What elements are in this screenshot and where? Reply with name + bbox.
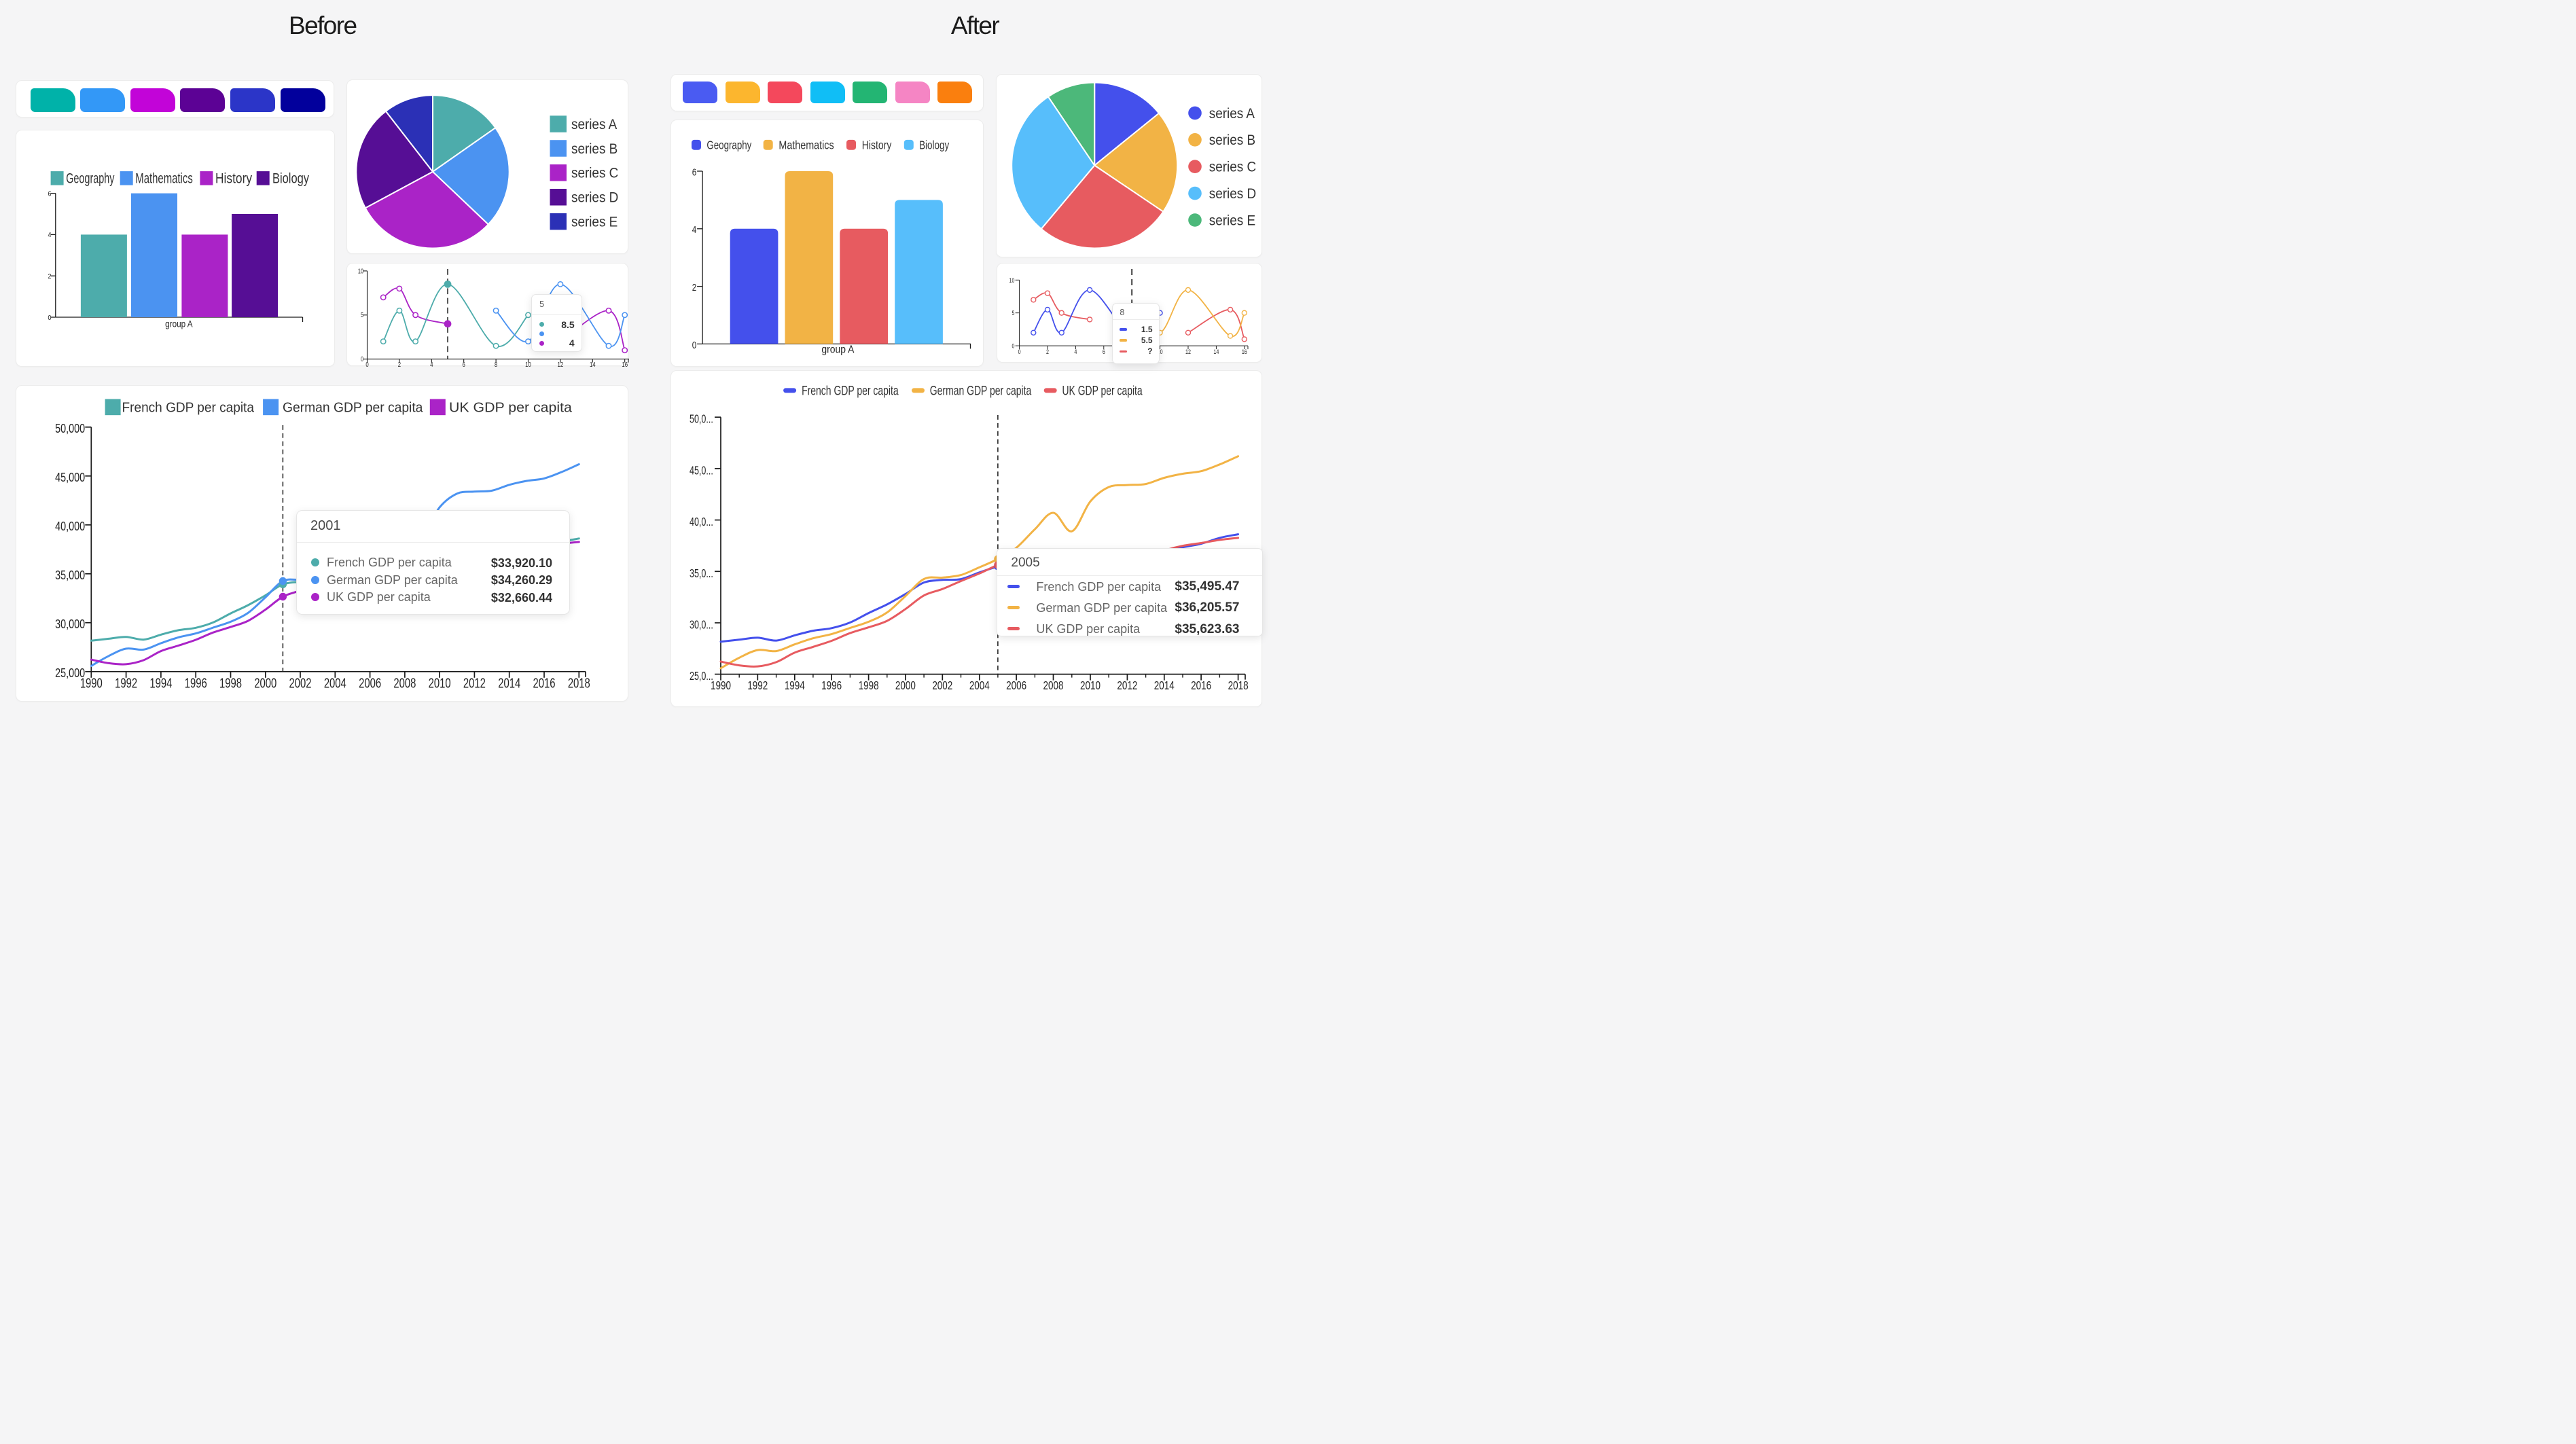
svg-text:2008: 2008: [393, 675, 416, 691]
svg-text:5: 5: [1012, 310, 1014, 317]
svg-text:series E: series E: [571, 215, 618, 230]
svg-text:1996: 1996: [821, 679, 842, 692]
svg-text:1994: 1994: [785, 679, 805, 692]
svg-text:2004: 2004: [324, 675, 346, 691]
svg-text:10: 10: [1009, 276, 1014, 284]
svg-text:Biology: Biology: [919, 139, 949, 152]
svg-text:2: 2: [398, 360, 401, 367]
svg-text:series E: series E: [1209, 213, 1255, 228]
svg-text:History: History: [215, 172, 252, 187]
svg-text:45,000: 45,000: [55, 470, 85, 484]
svg-text:1996: 1996: [185, 675, 207, 691]
svg-text:25,000: 25,000: [55, 666, 85, 680]
svg-text:series C: series C: [1209, 160, 1256, 175]
svg-text:2018: 2018: [568, 675, 590, 691]
svg-text:2000: 2000: [254, 675, 276, 691]
svg-text:35,0...: 35,0...: [690, 566, 713, 580]
svg-text:Mathematics: Mathematics: [135, 171, 192, 187]
svg-text:0: 0: [361, 355, 363, 363]
svg-text:45,0...: 45,0...: [690, 464, 713, 477]
svg-text:2016: 2016: [1191, 679, 1211, 692]
svg-text:6: 6: [48, 190, 52, 198]
svg-text:group A: group A: [821, 344, 854, 355]
svg-text:35,000: 35,000: [55, 568, 85, 582]
svg-text:series C: series C: [571, 166, 618, 181]
svg-text:16: 16: [622, 360, 628, 367]
svg-text:2012: 2012: [463, 675, 486, 691]
svg-text:French GDP per capita: French GDP per capita: [122, 400, 253, 416]
svg-text:Geography: Geography: [706, 139, 751, 152]
svg-text:14: 14: [590, 360, 596, 367]
svg-text:Geography: Geography: [66, 170, 114, 186]
svg-text:group A: group A: [165, 319, 193, 329]
svg-text:UK GDP per capita: UK GDP per capita: [1062, 383, 1143, 398]
svg-text:series B: series B: [1209, 132, 1255, 148]
svg-text:1994: 1994: [149, 675, 172, 691]
svg-text:0: 0: [1012, 342, 1014, 350]
svg-text:series D: series D: [571, 190, 618, 206]
svg-text:16: 16: [1242, 348, 1247, 356]
svg-text:2: 2: [48, 273, 52, 281]
svg-text:History: History: [862, 139, 892, 152]
svg-text:4: 4: [1074, 348, 1077, 356]
svg-text:4: 4: [430, 360, 433, 367]
svg-text:series A: series A: [1209, 106, 1255, 122]
svg-text:4: 4: [48, 232, 52, 240]
svg-text:German GDP per capita: German GDP per capita: [930, 383, 1032, 398]
svg-text:2010: 2010: [1080, 679, 1101, 692]
svg-text:1990: 1990: [711, 679, 731, 692]
svg-text:8: 8: [495, 360, 497, 367]
svg-text:1992: 1992: [747, 679, 768, 692]
svg-text:2000: 2000: [895, 679, 916, 692]
svg-text:6: 6: [692, 166, 696, 178]
svg-text:2014: 2014: [498, 675, 520, 691]
svg-text:1990: 1990: [80, 675, 103, 691]
svg-text:0: 0: [692, 339, 696, 350]
svg-text:Mathematics: Mathematics: [779, 139, 834, 152]
svg-text:2002: 2002: [932, 679, 952, 692]
svg-text:2016: 2016: [533, 675, 555, 691]
svg-text:12: 12: [1185, 348, 1191, 356]
svg-text:2006: 2006: [359, 675, 381, 691]
svg-text:5: 5: [361, 311, 363, 319]
svg-text:2002: 2002: [289, 675, 311, 691]
svg-text:1998: 1998: [219, 675, 242, 691]
svg-text:14: 14: [1213, 348, 1219, 356]
svg-text:6: 6: [463, 360, 465, 367]
svg-text:series D: series D: [1209, 186, 1256, 202]
svg-text:series A: series A: [571, 117, 618, 132]
svg-text:40,0...: 40,0...: [690, 516, 713, 529]
svg-text:10: 10: [1157, 348, 1162, 356]
svg-text:25,0...: 25,0...: [690, 670, 713, 683]
svg-text:0: 0: [48, 314, 52, 323]
svg-text:30,0...: 30,0...: [690, 618, 713, 632]
svg-text:2: 2: [692, 281, 696, 293]
svg-text:40,000: 40,000: [55, 519, 85, 533]
svg-text:UK GDP per capita: UK GDP per capita: [449, 400, 572, 416]
svg-text:series B: series B: [571, 141, 618, 157]
svg-text:1992: 1992: [115, 675, 137, 691]
svg-text:French GDP per capita: French GDP per capita: [802, 383, 899, 398]
svg-text:6: 6: [1103, 348, 1105, 356]
svg-text:2004: 2004: [969, 679, 990, 692]
svg-text:10: 10: [358, 267, 363, 274]
svg-text:10: 10: [525, 360, 531, 367]
svg-text:2014: 2014: [1154, 679, 1175, 692]
svg-text:30,000: 30,000: [55, 617, 85, 631]
svg-text:2018: 2018: [1228, 679, 1248, 692]
svg-text:4: 4: [692, 224, 696, 236]
svg-text:0: 0: [365, 360, 368, 367]
svg-text:2012: 2012: [1117, 679, 1137, 692]
svg-text:2006: 2006: [1006, 679, 1026, 692]
svg-text:German GDP per capita: German GDP per capita: [283, 400, 423, 416]
svg-text:Biology: Biology: [272, 170, 309, 186]
svg-text:2010: 2010: [428, 675, 450, 691]
svg-text:2: 2: [1046, 348, 1049, 356]
svg-text:0: 0: [1018, 348, 1020, 356]
svg-text:1998: 1998: [858, 679, 878, 692]
svg-text:50,000: 50,000: [55, 421, 85, 435]
svg-text:2008: 2008: [1043, 679, 1063, 692]
svg-text:12: 12: [558, 360, 564, 367]
svg-text:50,0...: 50,0...: [690, 412, 713, 426]
